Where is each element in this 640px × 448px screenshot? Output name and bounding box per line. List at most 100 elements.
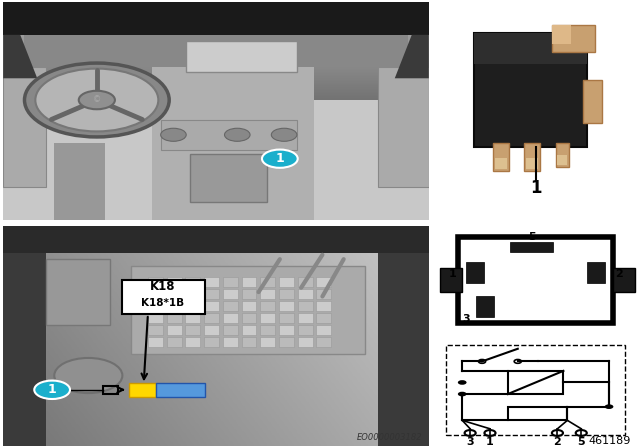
- Bar: [241, 337, 257, 347]
- Bar: [526, 158, 538, 168]
- Bar: [524, 143, 540, 171]
- Circle shape: [271, 128, 297, 141]
- Bar: [204, 313, 219, 323]
- Bar: [298, 325, 312, 335]
- Bar: [148, 301, 163, 311]
- Bar: [223, 325, 237, 335]
- Bar: [131, 266, 365, 353]
- Text: 461189: 461189: [588, 436, 630, 446]
- Bar: [279, 277, 294, 287]
- Bar: [613, 268, 635, 292]
- Bar: [279, 325, 294, 335]
- Text: 5: 5: [528, 232, 536, 242]
- Bar: [508, 371, 563, 394]
- Bar: [557, 155, 567, 165]
- Text: 1: 1: [48, 383, 56, 396]
- Bar: [148, 289, 163, 299]
- Bar: [46, 259, 109, 325]
- Text: K18: K18: [150, 280, 175, 293]
- Circle shape: [24, 63, 169, 137]
- Bar: [241, 277, 257, 287]
- Text: 3: 3: [462, 314, 470, 324]
- Bar: [241, 325, 257, 335]
- Circle shape: [161, 128, 186, 141]
- Bar: [260, 325, 275, 335]
- Bar: [122, 280, 205, 314]
- Bar: [3, 67, 46, 187]
- Bar: [474, 33, 587, 147]
- Bar: [588, 262, 605, 283]
- Bar: [161, 120, 297, 150]
- Bar: [186, 277, 200, 287]
- Bar: [166, 277, 182, 287]
- Bar: [260, 289, 275, 299]
- Bar: [552, 25, 571, 44]
- Bar: [508, 407, 568, 420]
- Bar: [148, 337, 163, 347]
- Bar: [493, 143, 509, 171]
- Bar: [316, 337, 332, 347]
- Bar: [260, 277, 275, 287]
- Bar: [3, 100, 429, 220]
- Bar: [103, 387, 118, 394]
- Bar: [156, 383, 205, 397]
- Bar: [166, 289, 182, 299]
- Bar: [186, 325, 200, 335]
- Bar: [166, 325, 182, 335]
- Circle shape: [225, 128, 250, 141]
- Bar: [166, 301, 182, 311]
- Text: ©: ©: [93, 95, 101, 104]
- Bar: [148, 277, 163, 287]
- Bar: [298, 301, 312, 311]
- Bar: [223, 337, 237, 347]
- Text: 3: 3: [467, 437, 474, 448]
- Bar: [204, 277, 219, 287]
- Text: K18*1B: K18*1B: [141, 298, 184, 308]
- Bar: [316, 277, 332, 287]
- Circle shape: [605, 405, 613, 409]
- Bar: [148, 313, 163, 323]
- Bar: [279, 313, 294, 323]
- Bar: [3, 226, 429, 253]
- Text: 5: 5: [577, 437, 585, 448]
- Bar: [24, 35, 408, 67]
- Bar: [476, 296, 494, 317]
- Text: 1: 1: [486, 437, 494, 448]
- Bar: [298, 277, 312, 287]
- Bar: [3, 2, 429, 35]
- Bar: [316, 289, 332, 299]
- Bar: [241, 313, 257, 323]
- Bar: [440, 268, 462, 292]
- Bar: [279, 301, 294, 311]
- Bar: [556, 143, 569, 167]
- Bar: [54, 143, 106, 220]
- Bar: [148, 325, 163, 335]
- Bar: [298, 337, 312, 347]
- Bar: [260, 301, 275, 311]
- Bar: [260, 337, 275, 347]
- Bar: [552, 25, 595, 52]
- Polygon shape: [395, 35, 429, 78]
- Bar: [583, 80, 602, 123]
- Bar: [378, 67, 429, 187]
- Text: 1: 1: [531, 179, 541, 197]
- Bar: [191, 154, 267, 202]
- Bar: [223, 301, 237, 311]
- Bar: [279, 337, 294, 347]
- Circle shape: [79, 91, 115, 109]
- Circle shape: [458, 380, 467, 385]
- Bar: [204, 325, 219, 335]
- Bar: [129, 383, 156, 397]
- Text: 1: 1: [275, 152, 284, 165]
- Bar: [458, 237, 613, 323]
- Circle shape: [458, 392, 467, 396]
- Bar: [186, 301, 200, 311]
- Bar: [223, 277, 237, 287]
- Bar: [204, 289, 219, 299]
- Bar: [316, 325, 332, 335]
- Text: EO0000003182: EO0000003182: [356, 434, 422, 443]
- Bar: [204, 301, 219, 311]
- Bar: [186, 41, 297, 72]
- Text: 2: 2: [615, 269, 623, 279]
- Circle shape: [35, 69, 158, 131]
